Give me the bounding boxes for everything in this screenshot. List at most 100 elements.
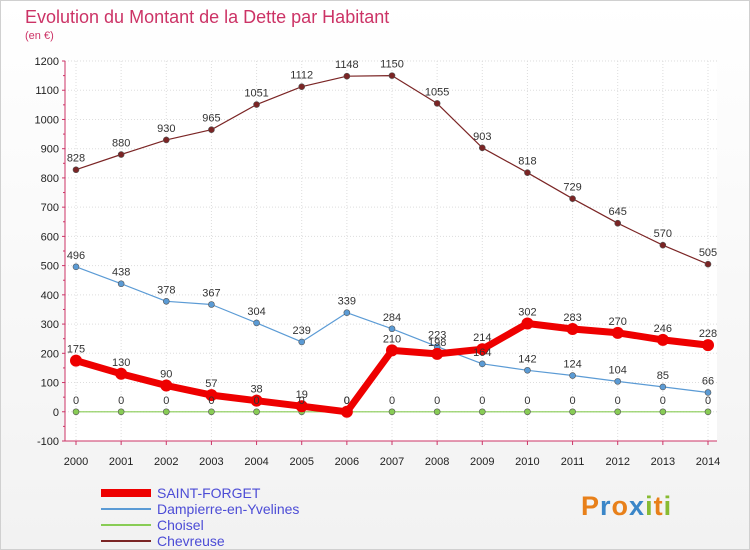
- data-label: 0: [434, 395, 440, 407]
- chart-unit: (en €): [25, 30, 54, 42]
- data-label: 0: [163, 395, 169, 407]
- data-label: 930: [157, 123, 175, 135]
- data-point: [117, 408, 125, 416]
- data-label: 246: [654, 323, 672, 335]
- data-label: 438: [112, 267, 130, 279]
- data-point: [388, 408, 396, 416]
- data-label: 367: [202, 287, 220, 299]
- data-point: [659, 408, 667, 416]
- legend-label: SAINT-FORGET: [157, 485, 261, 501]
- data-label: 496: [67, 250, 85, 262]
- x-tick-label: 2009: [470, 456, 494, 468]
- y-tick-label: 800: [41, 173, 59, 185]
- data-label: 880: [112, 138, 130, 150]
- data-point: [162, 136, 170, 144]
- data-point: [611, 326, 624, 339]
- legend: SAINT-FORGET Dampierre-en-Yvelines Choisel…: [101, 485, 299, 549]
- data-label: 223: [428, 330, 446, 342]
- data-point: [388, 72, 396, 79]
- data-label: 90: [160, 368, 172, 380]
- y-tick-label: 900: [41, 144, 59, 156]
- x-tick-label: 2010: [515, 456, 539, 468]
- data-label: 228: [699, 328, 717, 340]
- data-point: [208, 301, 215, 308]
- legend-swatch: [101, 508, 151, 510]
- data-point: [614, 219, 622, 227]
- x-tick-label: 2003: [199, 456, 223, 468]
- data-point: [250, 394, 263, 407]
- data-label: 304: [247, 306, 265, 318]
- data-point: [614, 408, 622, 416]
- legend-entry: SAINT-FORGET: [101, 485, 299, 501]
- legend-label: Chevreuse: [157, 533, 225, 549]
- data-label: 284: [383, 312, 401, 324]
- proxiti-logo: Proxiti: [581, 491, 672, 522]
- data-label: 164: [473, 347, 491, 359]
- data-point: [117, 151, 125, 158]
- x-tick-label: 2000: [64, 456, 88, 468]
- data-label: 0: [389, 395, 395, 407]
- data-point: [524, 169, 531, 176]
- data-point: [205, 389, 218, 402]
- legend-entry: Dampierre-en-Yvelines: [101, 501, 299, 517]
- data-point: [162, 297, 170, 305]
- data-point: [343, 72, 351, 80]
- data-label: 1051: [244, 88, 268, 100]
- data-label: 104: [609, 364, 627, 376]
- data-label: 198: [428, 337, 446, 349]
- data-label: 214: [473, 332, 491, 344]
- data-point: [253, 408, 260, 416]
- data-point: [160, 379, 173, 392]
- legend-label: Dampierre-en-Yvelines: [157, 501, 300, 517]
- data-label: 0: [524, 395, 530, 407]
- data-point: [295, 400, 308, 413]
- data-label: 0: [705, 395, 711, 407]
- data-point: [569, 195, 576, 202]
- legend-swatch: [101, 540, 151, 542]
- x-tick-label: 2012: [605, 456, 629, 468]
- data-point: [478, 360, 486, 368]
- data-point: [566, 323, 579, 336]
- data-point: [431, 347, 444, 360]
- data-label: 1148: [335, 59, 359, 71]
- data-point: [704, 389, 712, 396]
- data-point: [478, 408, 486, 416]
- x-tick-label: 2013: [651, 456, 675, 468]
- y-tick-label: 1100: [35, 85, 59, 97]
- x-tick-label: 2006: [335, 456, 359, 468]
- logo-letter: t: [653, 491, 664, 521]
- y-tick-label: 0: [53, 407, 59, 419]
- logo-letter: o: [611, 491, 630, 521]
- legend-swatch: [101, 489, 151, 497]
- data-label: 124: [563, 359, 581, 371]
- data-label: 729: [563, 182, 581, 194]
- data-point: [524, 408, 531, 416]
- data-label: 0: [479, 395, 485, 407]
- data-label: 339: [338, 296, 356, 308]
- data-point: [704, 408, 712, 416]
- y-tick-label: -100: [37, 436, 59, 448]
- data-label: 0: [208, 395, 214, 407]
- data-label: 210: [383, 333, 401, 345]
- x-tick-label: 2004: [244, 456, 268, 468]
- data-point: [433, 408, 441, 416]
- data-label: 57: [205, 378, 217, 390]
- data-point: [298, 338, 306, 346]
- data-label: 19: [296, 389, 308, 401]
- data-point: [659, 383, 667, 391]
- data-point: [70, 354, 82, 367]
- y-tick-label: 300: [41, 319, 59, 331]
- data-label: 175: [67, 344, 85, 356]
- data-label: 1055: [425, 86, 449, 98]
- logo-letter: P: [581, 491, 601, 521]
- logo-letter: x: [629, 491, 646, 521]
- data-point: [433, 100, 441, 107]
- data-point: [162, 408, 170, 416]
- x-tick-label: 2005: [289, 456, 313, 468]
- logo-letter: r: [600, 491, 612, 521]
- data-point: [702, 339, 714, 352]
- x-tick-label: 2011: [561, 456, 585, 468]
- data-point: [569, 372, 576, 379]
- data-label: 66: [702, 375, 714, 387]
- data-point: [476, 343, 489, 356]
